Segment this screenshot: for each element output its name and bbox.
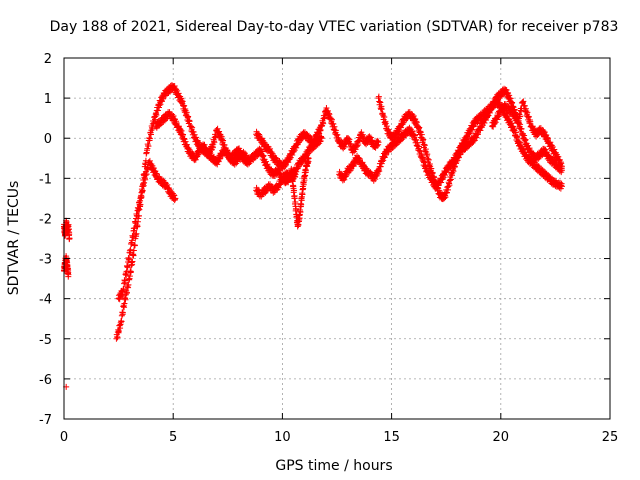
data-point-dip xyxy=(291,187,298,194)
data-point-dip xyxy=(300,185,307,192)
y-tick-label: -4 xyxy=(39,293,52,308)
data-point-track-d xyxy=(320,120,327,127)
data-point-track-b xyxy=(123,268,130,275)
data-point-track-b xyxy=(130,234,137,241)
x-tick-label: 10 xyxy=(274,430,291,445)
data-point-track-b xyxy=(143,171,150,178)
data-point-track-a xyxy=(145,143,152,150)
data-point-track-g xyxy=(421,142,428,149)
x-tick-labels: 0 5 10 15 20 25 xyxy=(60,430,618,445)
data-point-track-g xyxy=(378,106,385,113)
data-point-dip xyxy=(291,195,298,202)
data-point-track-a xyxy=(133,230,140,237)
data-point-track-a xyxy=(123,289,130,296)
data-point-track-b xyxy=(127,246,134,253)
y-tick-label: 2 xyxy=(44,52,52,67)
data-point-track-a xyxy=(118,318,125,325)
data-point-track-g xyxy=(425,156,432,163)
data-point-track-a xyxy=(181,102,188,109)
data-point-track-a xyxy=(122,296,129,303)
plot-frame xyxy=(63,57,611,420)
y-tick-label: -2 xyxy=(39,212,52,227)
data-point-start-cluster xyxy=(66,235,73,242)
data-point-dip xyxy=(298,201,305,208)
data-point-track-f xyxy=(377,163,384,170)
data-point-track-h xyxy=(517,113,524,120)
data-point-track-a xyxy=(154,107,161,114)
data-point-track-b xyxy=(139,187,146,194)
x-tick-label: 25 xyxy=(602,430,619,445)
y-tick-label: -6 xyxy=(39,373,52,388)
data-point-track-b xyxy=(126,255,133,262)
y-tick-labels: -7 -6 -5 -4 -3 -2 -1 0 1 2 xyxy=(39,52,52,428)
data-point-track-d xyxy=(347,140,354,147)
data-point-track-g xyxy=(429,169,436,176)
x-tick-label: 15 xyxy=(383,430,400,445)
data-point-track-g xyxy=(443,189,450,196)
data-point-track-g xyxy=(447,176,454,183)
data-point-track-h xyxy=(527,118,534,125)
data-point-track-g xyxy=(431,174,438,181)
y-tick-label: 0 xyxy=(44,132,52,147)
data-point-track-h xyxy=(521,102,528,109)
data-point-track-a xyxy=(130,252,137,259)
x-tick-label: 0 xyxy=(60,430,68,445)
data-point-track-d xyxy=(334,131,341,138)
data-point-track-g xyxy=(382,120,389,127)
data-point-track-g xyxy=(518,125,525,132)
data-point-dip xyxy=(297,209,304,216)
y-tick-label: -1 xyxy=(39,172,52,187)
data-point-track-a xyxy=(146,135,153,142)
y-axis-label: SDTVAR / TECUs xyxy=(6,181,22,296)
data-point-track-b xyxy=(138,194,145,201)
data-point-dip xyxy=(293,205,300,212)
data-point-dip xyxy=(289,171,296,178)
data-point-track-b xyxy=(124,264,131,271)
data-point-track-b xyxy=(120,286,127,293)
data-point-track-a xyxy=(119,309,126,316)
data-point-dip xyxy=(295,221,302,228)
chart-title: Day 188 of 2021, Sidereal Day-to-day VTE… xyxy=(50,19,619,35)
y-tick-label: 1 xyxy=(44,92,52,107)
data-point-track-b xyxy=(141,179,148,186)
tick-marks xyxy=(63,57,611,420)
data-point-track-a xyxy=(121,300,128,307)
data-point-track-e xyxy=(318,135,325,142)
x-tick-label: 20 xyxy=(493,430,510,445)
x-tick-label: 5 xyxy=(169,430,177,445)
y-tick-label: -3 xyxy=(39,253,52,268)
data-point-track-a xyxy=(114,334,121,341)
data-point-track-b xyxy=(131,225,138,232)
data-point-dip xyxy=(305,155,312,162)
data-point-track-b xyxy=(172,195,179,202)
data-point-track-a xyxy=(125,281,132,288)
data-point-track-a xyxy=(115,328,122,335)
data-point-track-d xyxy=(375,139,382,146)
data-point-track-g xyxy=(451,163,458,170)
data-point-track-f xyxy=(558,183,565,190)
data-point-track-c xyxy=(244,155,251,162)
data-point-track-a xyxy=(149,125,156,132)
data-point-track-g xyxy=(377,99,384,106)
data-point-track-a xyxy=(190,129,197,136)
data-point-track-f xyxy=(413,137,420,144)
data-point-dip xyxy=(302,172,309,179)
data-point-track-h xyxy=(558,163,565,170)
data-point-track-a xyxy=(186,118,193,125)
y-tick-label: -5 xyxy=(39,333,52,348)
data-point-track-b xyxy=(134,213,141,220)
data-point-track-b xyxy=(135,205,142,212)
data-point-track-a xyxy=(131,242,138,249)
y-tick-label: -7 xyxy=(39,413,52,428)
x-axis-label: GPS time / hours xyxy=(275,458,392,474)
data-point-start-cluster-low xyxy=(65,271,72,278)
data-point-track-g xyxy=(381,114,388,121)
data-point-track-d xyxy=(330,121,337,128)
data-point-track-h xyxy=(525,113,532,120)
data-point-track-b xyxy=(122,277,129,284)
